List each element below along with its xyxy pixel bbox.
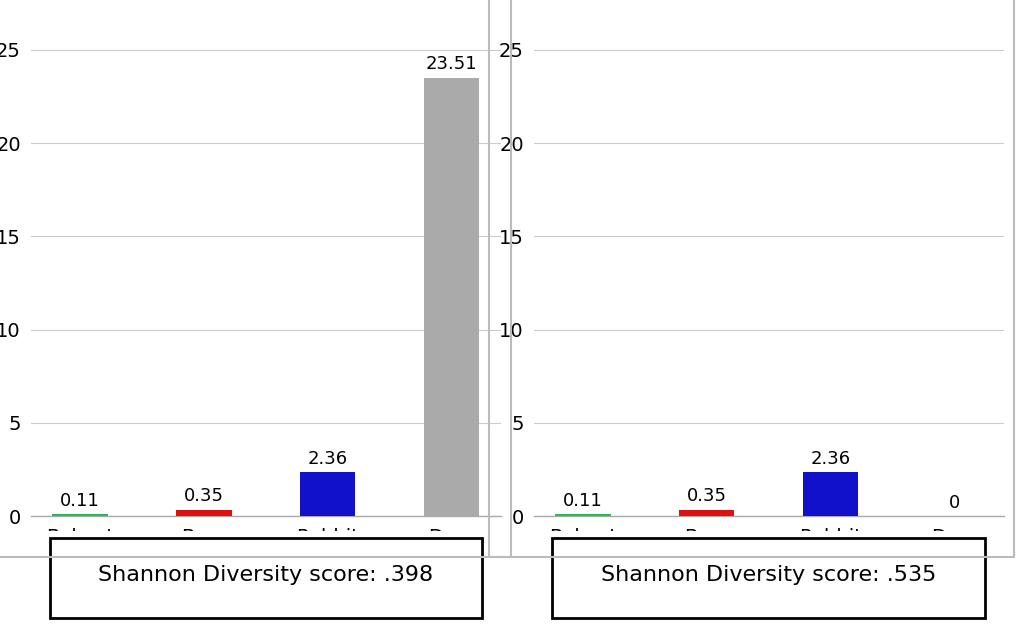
Text: 0.35: 0.35 [687, 487, 727, 505]
Text: 0.11: 0.11 [563, 491, 603, 509]
Text: 0: 0 [948, 494, 959, 511]
Title: Detections Per Day On
Trail Camera Network: Detections Per Day On Trail Camera Netwo… [601, 0, 936, 2]
Text: 2.36: 2.36 [307, 450, 348, 467]
Text: 23.51: 23.51 [426, 55, 477, 73]
Text: 0.11: 0.11 [60, 491, 99, 509]
Bar [679, 509, 734, 516]
Text: Shannon Diversity score: .535: Shannon Diversity score: .535 [601, 565, 936, 585]
Text: 0.35: 0.35 [183, 487, 224, 505]
Bar [52, 514, 108, 516]
Bar [176, 509, 231, 516]
Text: Shannon Diversity score: .398: Shannon Diversity score: .398 [98, 565, 433, 585]
Title: Detections Per Day On
Trail Camera Network: Detections Per Day On Trail Camera Netwo… [98, 0, 433, 2]
Text: 2.36: 2.36 [810, 450, 851, 467]
Bar [424, 78, 479, 516]
FancyBboxPatch shape [552, 538, 985, 618]
Bar [300, 472, 355, 516]
Bar [555, 514, 610, 516]
Bar [803, 472, 858, 516]
FancyBboxPatch shape [49, 538, 482, 618]
